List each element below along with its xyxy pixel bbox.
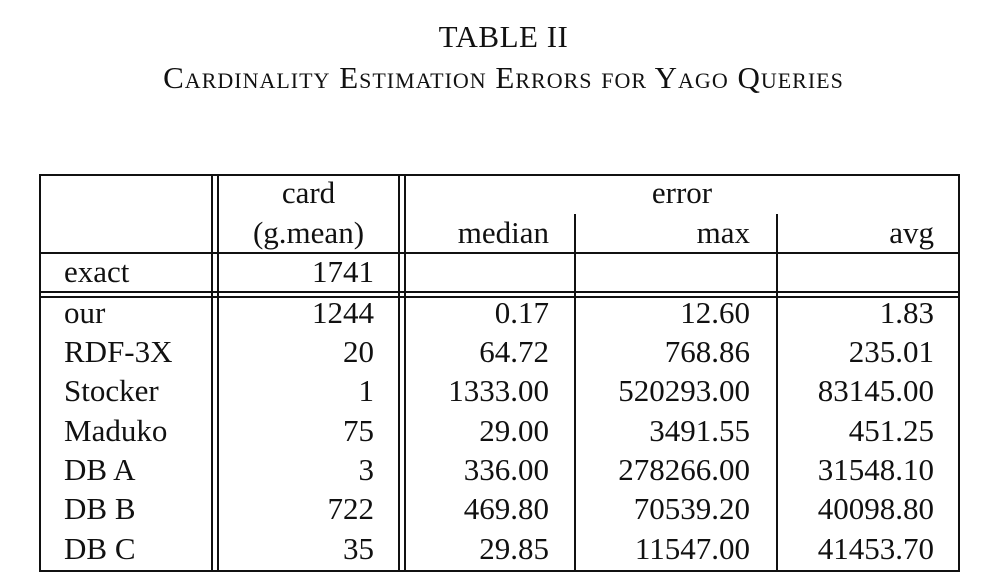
row-max: 11547.00 xyxy=(634,531,750,566)
double-rule-2b xyxy=(404,174,406,572)
double-rule-1b xyxy=(217,174,219,572)
row-avg: 1.83 xyxy=(879,295,934,330)
row-median: 336.00 xyxy=(463,452,549,487)
table-title: Cardinality Estimation Errors for Yago Q… xyxy=(163,60,844,95)
row-name: DB B xyxy=(64,491,136,526)
row-avg: 40098.80 xyxy=(817,491,934,526)
row-name: Maduko xyxy=(64,413,168,448)
cardinality-table: card (g.mean) error median max avg exact… xyxy=(39,174,960,572)
row-card: 1 xyxy=(358,373,375,408)
exact-label: exact xyxy=(64,254,130,289)
table-border-top xyxy=(39,174,960,176)
header-max: max xyxy=(696,215,750,250)
row-avg: 83145.00 xyxy=(817,373,934,408)
row-avg: 31548.10 xyxy=(817,452,934,487)
table-border-left xyxy=(39,174,41,572)
header-avg: avg xyxy=(889,215,934,250)
double-rule-2a xyxy=(398,174,400,572)
row-card: 20 xyxy=(343,334,374,369)
header-bottom-rule xyxy=(39,252,960,254)
row-median: 0.17 xyxy=(494,295,549,330)
row-card: 722 xyxy=(327,491,375,526)
row-median: 469.80 xyxy=(463,491,549,526)
row-max: 70539.20 xyxy=(633,491,750,526)
exact-card: 1741 xyxy=(312,254,374,289)
header-card-sub: (g.mean) xyxy=(252,215,365,250)
table-number: TABLE II xyxy=(438,19,569,54)
row-median: 29.00 xyxy=(479,413,549,448)
table-border-bottom xyxy=(39,570,960,572)
row-card: 3 xyxy=(358,452,375,487)
row-name: RDF-3X xyxy=(64,334,173,369)
row-card: 75 xyxy=(343,413,374,448)
row-median: 29.85 xyxy=(479,531,549,566)
col-rule-max-avg xyxy=(776,214,778,572)
header-error: error xyxy=(651,175,713,210)
exact-bottom-rule-b xyxy=(39,296,960,298)
row-max: 3491.55 xyxy=(649,413,750,448)
row-median: 1333.00 xyxy=(448,373,549,408)
col-rule-median-max xyxy=(574,214,576,572)
row-max: 278266.00 xyxy=(618,452,750,487)
row-median: 64.72 xyxy=(479,334,549,369)
double-rule-1a xyxy=(211,174,213,572)
row-avg: 41453.70 xyxy=(817,531,934,566)
row-avg: 235.01 xyxy=(848,334,934,369)
row-name: DB C xyxy=(64,531,136,566)
row-max: 520293.00 xyxy=(618,373,750,408)
header-card: card xyxy=(281,175,336,210)
row-max: 12.60 xyxy=(680,295,750,330)
row-avg: 451.25 xyxy=(848,413,934,448)
row-card: 35 xyxy=(343,531,374,566)
header-median: median xyxy=(457,215,549,250)
row-name: DB A xyxy=(64,452,136,487)
table-border-right xyxy=(958,174,960,572)
row-name: our xyxy=(64,295,106,330)
row-name: Stocker xyxy=(64,373,159,408)
row-max: 768.86 xyxy=(664,334,750,369)
exact-bottom-rule-a xyxy=(39,291,960,293)
row-card: 1244 xyxy=(312,295,374,330)
